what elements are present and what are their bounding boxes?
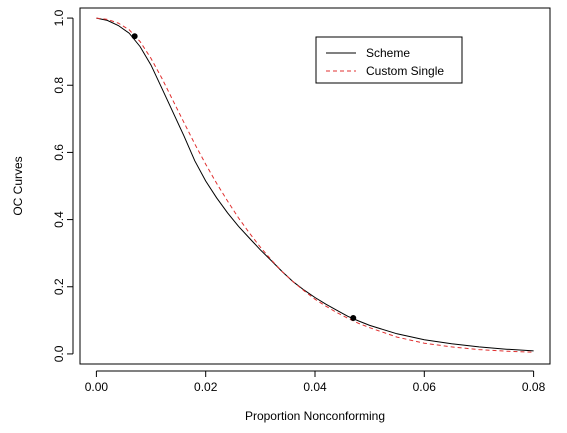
x-axis-title: Proportion Nonconforming [245, 409, 385, 423]
series-layer [96, 17, 534, 353]
y-tick-label: 0.6 [52, 144, 66, 161]
x-tick-label: 0.06 [413, 380, 437, 394]
y-tick-label: 0.0 [52, 345, 66, 362]
legend: Scheme Custom Single [315, 36, 463, 84]
legend-label-custom-single: Custom Single [366, 64, 444, 78]
marker-layer [131, 33, 357, 321]
y-tick-label: 0.8 [52, 77, 66, 94]
legend-label-scheme: Scheme [366, 46, 410, 60]
y-axis: 0.0 0.2 0.4 0.6 0.8 1.0 [52, 9, 74, 362]
point-marker-0 [131, 33, 138, 40]
y-axis-title: OC Curves [11, 156, 25, 215]
x-axis: 0.00 0.02 0.04 0.06 0.08 [85, 370, 546, 394]
point-marker-1 [350, 314, 357, 321]
series-line-1 [96, 17, 534, 353]
y-tick-label: 0.2 [52, 278, 66, 295]
x-tick-label: 0.04 [303, 380, 327, 394]
legend-box [315, 36, 463, 84]
x-tick-label: 0.08 [522, 380, 546, 394]
y-tick-label: 1.0 [52, 9, 66, 26]
x-tick-label: 0.02 [194, 380, 218, 394]
plot-frame [79, 7, 551, 365]
series-line-0 [96, 17, 534, 352]
x-tick-label: 0.00 [85, 380, 109, 394]
y-tick-label: 0.4 [52, 211, 66, 228]
